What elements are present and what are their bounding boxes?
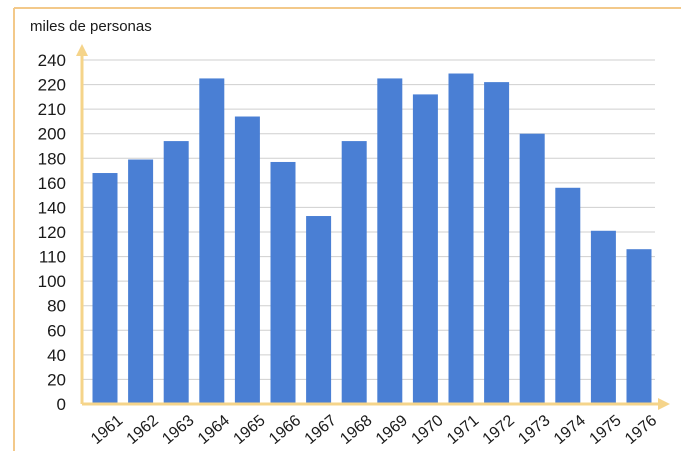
x-tick-label: 1963 [159,412,197,448]
y-tick-label: 180 [38,149,66,168]
y-tick-labels: 0 20 40 60 80 100 110 120 140 160 180 200 210 220 240 [38,51,66,414]
x-tick-label: 1973 [515,412,553,448]
bar-1970 [413,94,438,404]
bar-1963 [164,141,189,404]
bar-1976 [627,249,652,404]
y-tick-label: 210 [38,100,66,119]
y-tick-label: 40 [47,346,66,365]
x-tick-label: 1972 [480,412,518,448]
x-tick-label: 1967 [302,412,340,448]
bar-1969 [377,78,402,404]
bar-1964 [199,78,224,404]
bar-1975 [591,231,616,404]
x-tick-label: 1964 [195,412,233,448]
y-tick-label: 160 [38,174,66,193]
x-tick-label: 1968 [337,412,375,448]
bar-1965 [235,117,260,404]
bar-1971 [449,74,474,404]
y-tick-label: 0 [57,395,66,414]
x-tick-label: 1962 [124,412,162,448]
x-axis-arrow [658,398,670,410]
bar-1968 [342,141,367,404]
y-tick-label: 80 [47,297,66,316]
x-tick-labels: 1961196219631964196519661967196819691970… [88,412,660,448]
y-tick-label: 100 [38,272,66,291]
bar-1966 [271,162,296,404]
x-tick-label: 1965 [230,412,268,448]
bar-1972 [484,82,509,404]
x-tick-label: 1976 [622,412,660,448]
y-tick-label: 60 [47,321,66,340]
y-tick-label: 140 [38,198,66,217]
bar-1974 [555,188,580,404]
y-tick-label: 220 [38,76,66,95]
bar-1962 [128,160,153,404]
x-tick-label: 1966 [266,412,304,448]
x-tick-label: 1971 [444,412,482,448]
x-tick-label: 1969 [373,412,411,448]
y-tick-label: 120 [38,223,66,242]
y-tick-label: 110 [39,248,66,267]
x-tick-label: 1975 [586,412,624,448]
bar-1961 [93,173,118,404]
x-tick-label: 1970 [408,412,446,448]
y-axis-arrow [76,44,88,56]
x-tick-label: 1961 [88,412,126,448]
y-tick-label: 200 [38,125,66,144]
y-axis-label: miles de personas [30,18,152,35]
bar-1973 [520,134,545,404]
bar-1967 [306,216,331,404]
y-tick-label: 240 [38,51,66,70]
y-tick-label: 20 [47,370,66,389]
x-tick-label: 1974 [551,412,589,448]
